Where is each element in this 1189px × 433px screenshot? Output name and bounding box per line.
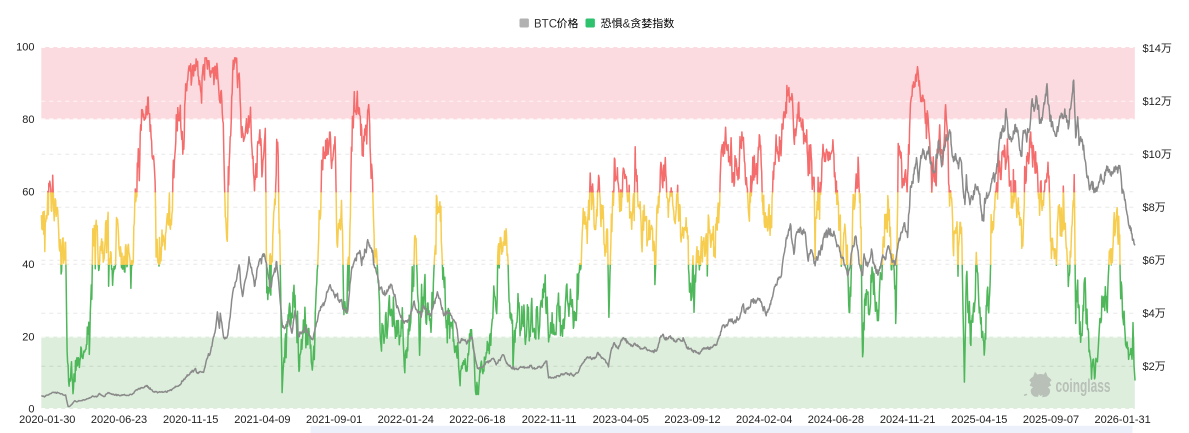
svg-text:60: 60 [22,187,34,199]
svg-text:2022-11-11: 2022-11-11 [522,414,577,426]
svg-text:2024-06-28: 2024-06-28 [808,414,864,426]
svg-text:$14: $14 [1143,43,1161,55]
svg-text:2024-11-21: 2024-11-21 [880,414,935,426]
svg-text:2024-02-04: 2024-02-04 [736,414,792,426]
svg-text:2020-01-30: 2020-01-30 [19,414,75,426]
svg-text:2025-09-07: 2025-09-07 [1023,414,1079,426]
svg-text:$8: $8 [1143,202,1155,214]
svg-text:2025-04-15: 2025-04-15 [951,414,1007,426]
svg-text:2023-04-05: 2023-04-05 [593,414,649,426]
svg-text:&: & [623,18,631,30]
svg-text:2020-11-15: 2020-11-15 [163,414,218,426]
svg-text:2023-09-12: 2023-09-12 [664,414,720,426]
svg-text:BTC: BTC [534,18,557,30]
svg-text:$10: $10 [1143,149,1161,161]
svg-text:40: 40 [22,259,34,271]
svg-text:2022-06-18: 2022-06-18 [449,414,505,426]
svg-text:2022-01-24: 2022-01-24 [378,414,434,426]
svg-text:0: 0 [28,404,34,416]
svg-text:100: 100 [16,42,34,54]
svg-text:2021-04-09: 2021-04-09 [234,414,290,426]
svg-text:20: 20 [22,331,34,343]
svg-text:$4: $4 [1143,308,1155,320]
svg-text:80: 80 [22,114,34,126]
svg-text:2020-06-23: 2020-06-23 [91,414,147,426]
svg-text:$2: $2 [1143,361,1155,373]
svg-text:2026-01-31: 2026-01-31 [1094,414,1150,426]
svg-text:$6: $6 [1143,255,1155,267]
svg-text:coinglass: coinglass [1056,375,1111,396]
svg-text:$12: $12 [1143,96,1161,108]
svg-text:2021-09-01: 2021-09-01 [306,414,362,426]
